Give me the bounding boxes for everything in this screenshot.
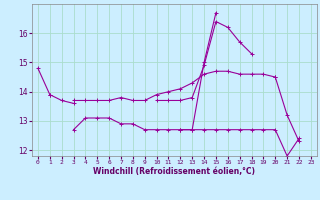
X-axis label: Windchill (Refroidissement éolien,°C): Windchill (Refroidissement éolien,°C) [93,167,255,176]
